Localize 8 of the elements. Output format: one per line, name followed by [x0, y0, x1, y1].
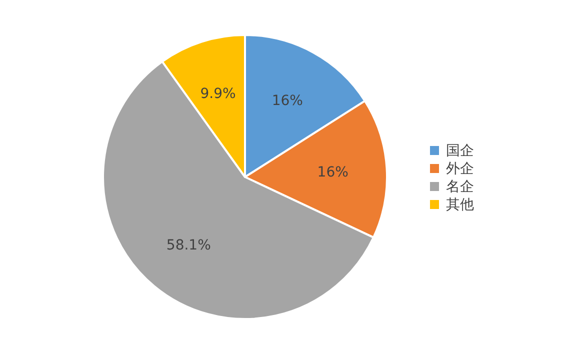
data-label: 16%: [272, 92, 303, 109]
legend-label: 其他: [446, 197, 474, 213]
data-label: 9.9%: [200, 86, 236, 102]
data-label: 58.1%: [166, 238, 211, 254]
data-label: 16%: [317, 164, 348, 180]
legend-label: 外企: [446, 161, 474, 177]
legend-label: 名企: [446, 179, 474, 195]
legend-label: 国企: [446, 143, 474, 159]
